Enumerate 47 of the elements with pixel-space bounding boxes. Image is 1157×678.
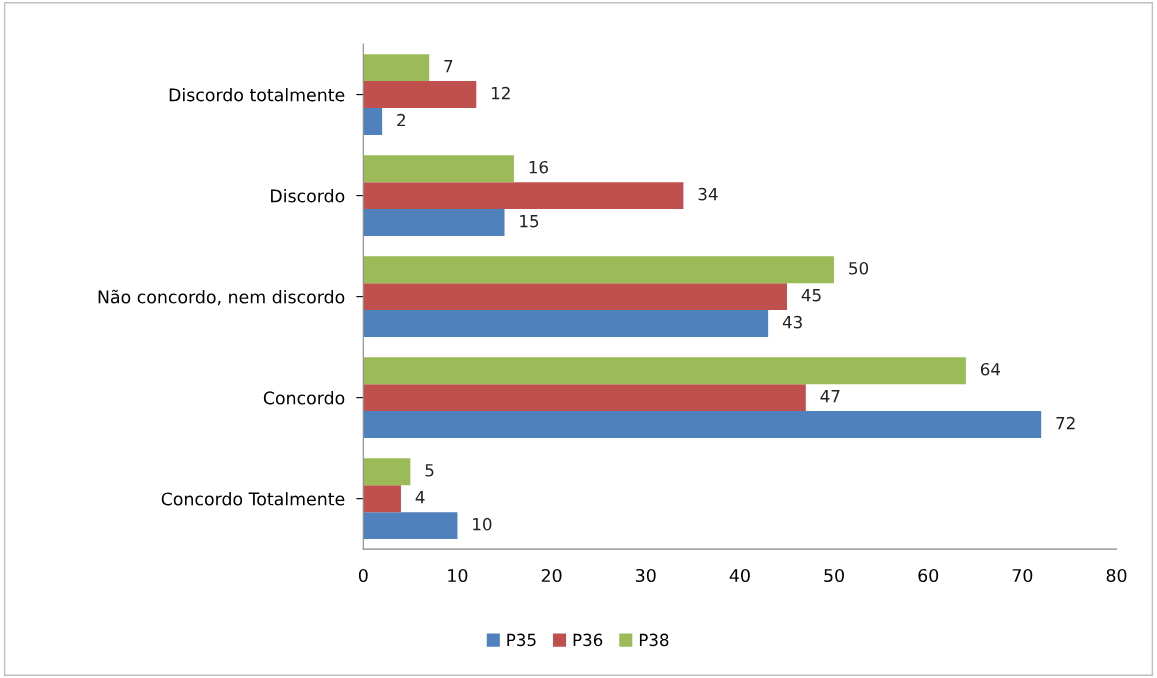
bar — [363, 256, 835, 284]
data-label: 5 — [425, 464, 434, 477]
data-label: 34 — [698, 187, 718, 201]
legend-label: P38 — [639, 633, 669, 647]
x-tick-label: 10 — [448, 568, 468, 583]
data-label: 47 — [820, 390, 840, 403]
x-tick-label: 20 — [541, 568, 562, 583]
x-tick-label: 80 — [1106, 568, 1127, 583]
data-label: 10 — [473, 517, 492, 531]
y-tick-label: Concordo Totalmente — [161, 492, 345, 506]
bar — [363, 384, 806, 412]
legend-label: P36 — [573, 633, 603, 647]
x-tick-label: 50 — [824, 568, 844, 583]
x-tick-label: 60 — [918, 568, 939, 583]
data-label: 16 — [529, 160, 548, 174]
bar — [363, 310, 769, 338]
x-tick-label: 30 — [636, 568, 656, 583]
bar — [363, 81, 477, 109]
x-tick-label: 40 — [729, 568, 750, 583]
y-tick-label: Concordo — [263, 391, 345, 405]
bar — [363, 108, 383, 135]
data-label: 45 — [801, 289, 821, 302]
bar — [363, 512, 458, 540]
y-tick-label: Não concordo, nem discordo — [98, 289, 345, 306]
data-label: 72 — [1056, 416, 1075, 430]
x-tick-label: 0 — [358, 568, 368, 583]
bar — [363, 155, 514, 183]
legend-label: P35 — [507, 633, 536, 647]
data-label: 4 — [415, 491, 425, 504]
bar — [363, 283, 787, 311]
data-label: 43 — [782, 315, 802, 329]
bar — [363, 209, 505, 237]
x-tick-label: 70 — [1012, 568, 1033, 583]
data-label: 2 — [397, 113, 405, 127]
y-tick-label: Discordo — [271, 189, 345, 203]
y-tick-label: Discordo totalmente — [169, 87, 345, 102]
data-label: 12 — [492, 86, 510, 100]
data-label: 50 — [849, 261, 869, 275]
bar — [363, 458, 411, 486]
bar — [363, 485, 401, 513]
bar — [363, 54, 430, 82]
data-label: 15 — [520, 214, 539, 228]
bar — [363, 411, 1042, 439]
data-label: 64 — [980, 362, 1001, 376]
bar — [363, 182, 684, 210]
bar — [363, 357, 966, 385]
data-label: 7 — [444, 60, 453, 73]
